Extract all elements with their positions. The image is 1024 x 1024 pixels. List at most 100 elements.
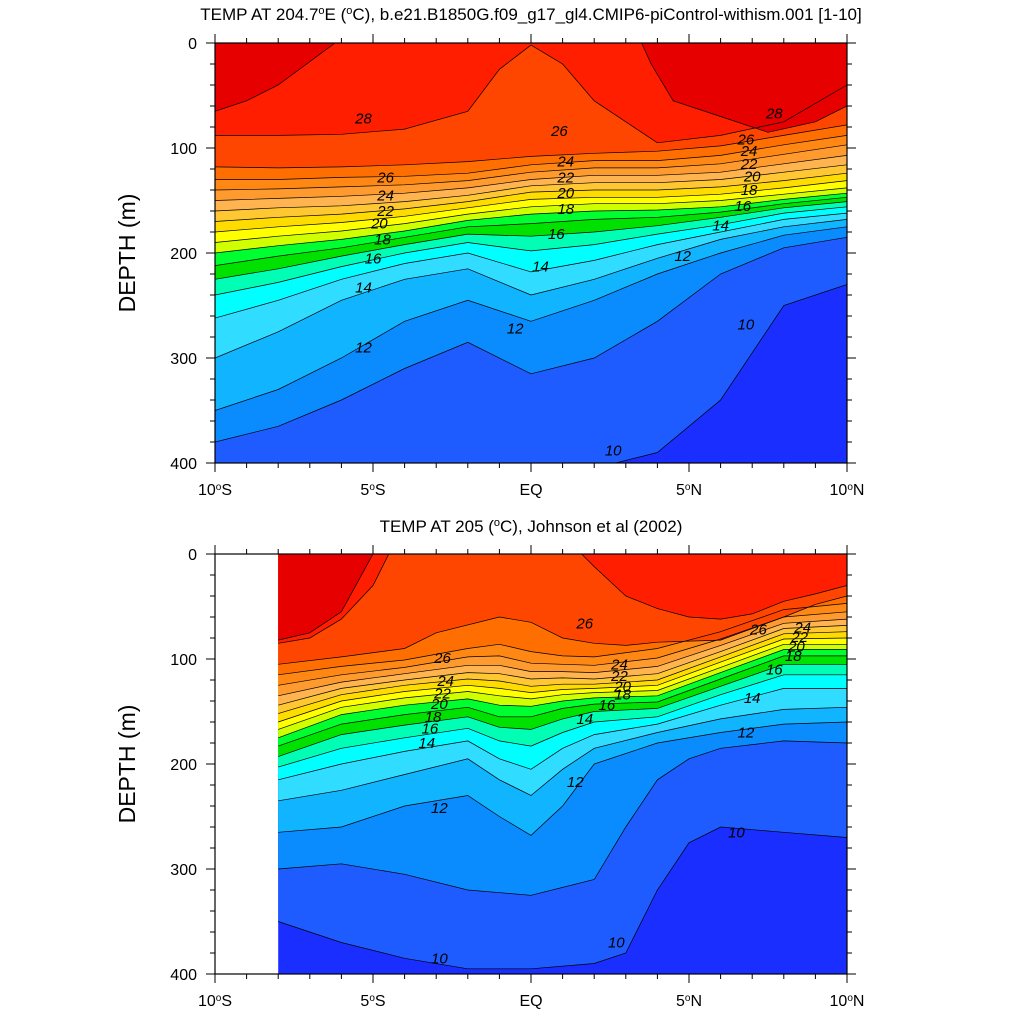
isotherm-line-18 xyxy=(215,192,847,254)
contour-label: 10 xyxy=(431,950,448,967)
isotherm-line-24 xyxy=(215,144,847,191)
isotherm-band-28 xyxy=(278,554,373,641)
y-tick-label: 300 xyxy=(170,862,197,879)
contour-label: 20 xyxy=(787,638,805,655)
y-tick-label: 300 xyxy=(170,351,197,368)
y-tick-label: 400 xyxy=(170,967,197,984)
panel-model: TEMP AT 204.7oE (oC), b.e21.B1850G.f09_g… xyxy=(114,5,864,499)
isotherm-line-22 xyxy=(215,164,847,212)
isotherm-line-12 xyxy=(278,721,847,836)
contour-label: 12 xyxy=(738,725,755,742)
contour-label: 12 xyxy=(567,774,584,791)
contour-label: 10 xyxy=(728,824,745,841)
contour-label: 16 xyxy=(548,226,565,243)
panel2-ylabel: DEPTH (m) xyxy=(114,705,140,824)
x-tick-label: 10oN xyxy=(830,482,865,500)
contour-label: 12 xyxy=(355,340,372,357)
panel1-filled-contours xyxy=(215,43,847,463)
isotherm-line-24 xyxy=(278,611,847,686)
isotherm-line-26 xyxy=(278,595,847,665)
panel-observations: TEMP AT 205 (oC), Johnson et al (2002) D… xyxy=(114,517,864,1010)
contour-label: 22 xyxy=(740,156,758,173)
isotherm-band-28 xyxy=(215,43,847,112)
isotherm-line-22 xyxy=(278,625,847,706)
isotherm-line-26 xyxy=(215,124,847,169)
isotherm-line-10 xyxy=(278,826,847,970)
panel1-ylabel: DEPTH (m) xyxy=(114,194,140,313)
contour-label: 26 xyxy=(737,132,755,149)
y-tick-label: 100 xyxy=(170,652,197,669)
isotherm-band-27 xyxy=(278,554,847,644)
x-tick-label: 5oN xyxy=(676,482,702,500)
isotherm-line-16 xyxy=(278,663,847,757)
isotherm-line-27 xyxy=(278,554,847,644)
y-tick-label: 200 xyxy=(170,246,197,263)
isotherm-line-25 xyxy=(215,135,847,180)
contour-label: 14 xyxy=(418,735,435,752)
panel1-isotherm-lines xyxy=(215,43,847,463)
contour-label: 16 xyxy=(598,697,615,714)
isotherm-line-20 xyxy=(215,180,847,233)
contour-label: 14 xyxy=(744,690,761,707)
isotherm-line-27 xyxy=(215,44,847,144)
isotherm-line-21 xyxy=(215,172,847,222)
contour-label: 18 xyxy=(557,201,574,218)
contour-label: 22 xyxy=(790,629,808,646)
isotherm-line-18 xyxy=(278,649,847,739)
contour-label: 16 xyxy=(734,198,751,215)
contour-label: 28 xyxy=(354,111,372,128)
isotherm-line-15 xyxy=(278,674,847,768)
contour-label: 20 xyxy=(370,216,388,233)
isotherm-band-28.5 xyxy=(641,43,847,133)
contour-label: 16 xyxy=(422,720,439,737)
contour-label: 20 xyxy=(556,185,574,202)
panel1-title: TEMP AT 204.7oE (oC), b.e21.B1850G.f09_g… xyxy=(200,5,861,24)
isotherm-line-19 xyxy=(215,187,847,243)
y-tick-label: 0 xyxy=(188,36,197,53)
contour-label: 24 xyxy=(556,154,574,171)
contour-label: 12 xyxy=(674,248,691,265)
contour-label: 26 xyxy=(550,123,568,140)
isotherm-line-28 xyxy=(215,43,847,112)
isotherm-line-23 xyxy=(278,618,847,697)
x-tick-label: 10oN xyxy=(830,993,865,1011)
x-tick-label: EQ xyxy=(519,993,542,1010)
contour-label: 22 xyxy=(433,686,451,703)
contour-label: 10 xyxy=(605,442,622,459)
contour-label: 10 xyxy=(738,316,755,333)
contour-label: 18 xyxy=(425,709,442,726)
x-tick-label: 5oN xyxy=(676,993,702,1011)
contour-label: 22 xyxy=(556,169,574,186)
isotherm-line-15 xyxy=(215,206,847,296)
isotherm-line-16 xyxy=(215,201,847,280)
contour-label: 14 xyxy=(576,711,593,728)
contour-label: 18 xyxy=(614,687,631,704)
x-tick-label: 5oS xyxy=(360,993,385,1011)
panel2-title: TEMP AT 205 (oC), Johnson et al (2002) xyxy=(380,517,683,536)
isotherm-line-14 xyxy=(215,212,847,319)
contour-label: 22 xyxy=(610,668,628,685)
isotherm-line-17 xyxy=(278,655,847,747)
contour-label: 26 xyxy=(433,650,451,667)
isotherm-line-13 xyxy=(278,706,847,802)
x-tick-label: 5oS xyxy=(360,482,385,500)
isotherm-line-21 xyxy=(278,631,847,714)
isotherm-line-28 xyxy=(278,554,374,641)
contour-label: 24 xyxy=(740,143,758,160)
y-tick-label: 400 xyxy=(170,456,197,473)
x-tick-label: 10oS xyxy=(198,482,232,500)
contour-label: 26 xyxy=(376,169,394,186)
panel2-isotherm-lines xyxy=(278,554,847,970)
contour-label: 22 xyxy=(376,203,394,220)
contour-label: 14 xyxy=(532,259,549,276)
isotherm-line-25 xyxy=(278,603,847,676)
y-tick-label: 200 xyxy=(170,757,197,774)
contour-label: 18 xyxy=(785,648,802,665)
contour-label: 10 xyxy=(608,935,625,952)
contour-label: 24 xyxy=(793,620,811,637)
x-tick-label: EQ xyxy=(519,482,542,499)
contour-label: 20 xyxy=(430,696,448,713)
isotherm-line-10 xyxy=(613,284,847,463)
